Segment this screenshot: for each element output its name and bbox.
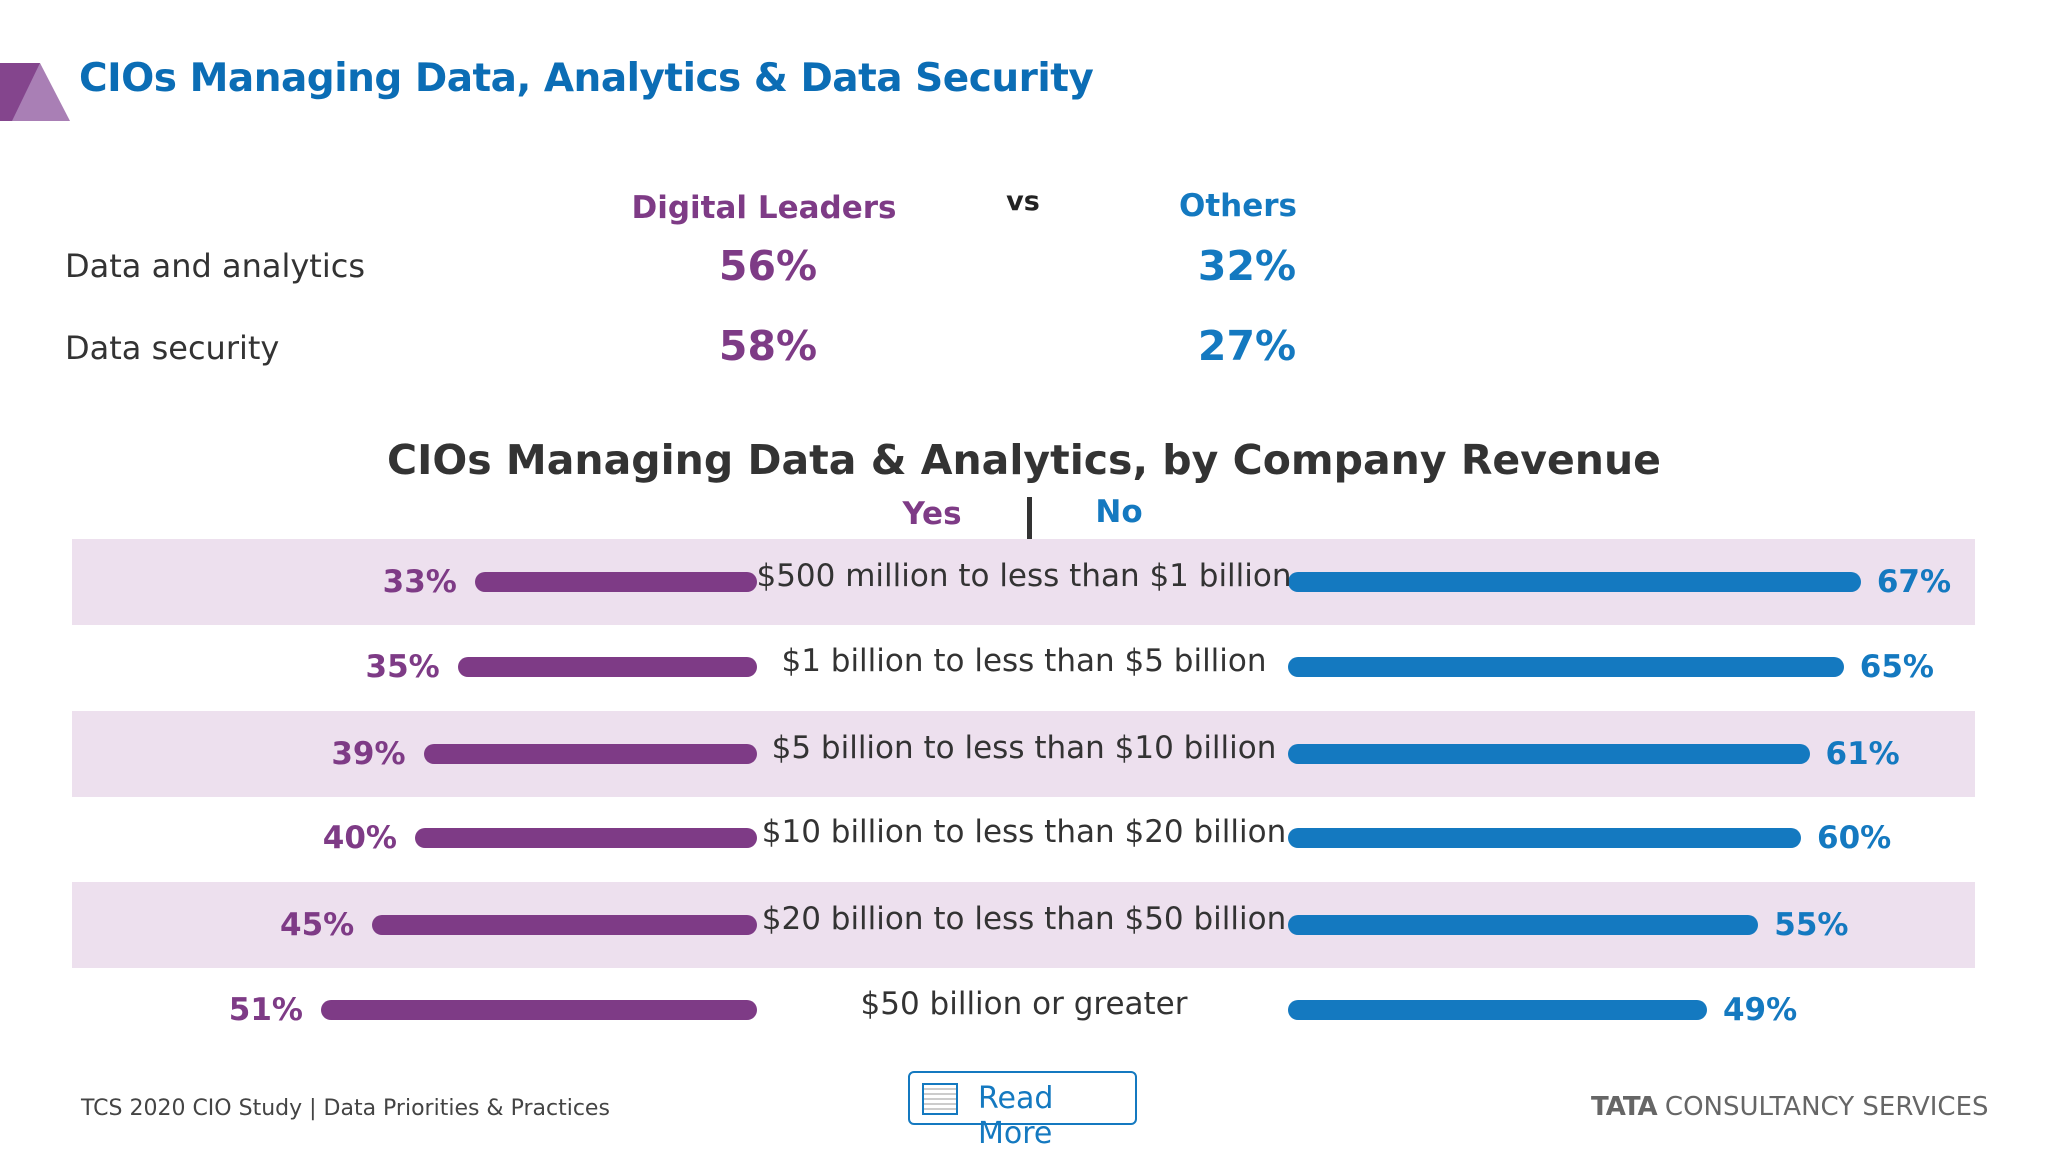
footer-source: TCS 2020 CIO Study | Data Priorities & P… <box>81 1096 610 1121</box>
data-security-others-pct: 27% <box>1197 322 1297 370</box>
bar-yes <box>474 572 757 592</box>
read-more-button[interactable]: Read More <box>908 1071 1137 1151</box>
page-title: CIOs Managing Data, Analytics & Data Sec… <box>79 56 1094 101</box>
tcs-logo: TATA CONSULTANCY SERVICES <box>1591 1092 1989 1122</box>
category-label: $50 billion or greater <box>860 986 1188 1022</box>
row-label-data-security: Data security <box>65 329 280 367</box>
bar-no <box>1288 828 1801 848</box>
bar-yes <box>415 828 757 848</box>
data-label-no: 49% <box>1722 992 1798 1028</box>
data-label-no: 60% <box>1817 820 1892 856</box>
data-label-yes: 45% <box>280 907 355 943</box>
data-label-yes: 33% <box>382 564 457 600</box>
category-label: $1 billion to less than $5 billion <box>781 643 1267 679</box>
document-icon <box>922 1083 958 1115</box>
legend-yes: Yes <box>902 496 962 532</box>
header-vs: vs <box>1006 186 1040 217</box>
data-analytics-others-pct: 32% <box>1197 242 1297 290</box>
bar-yes <box>457 657 757 677</box>
bar-no <box>1288 1000 1707 1020</box>
data-label-yes: 39% <box>331 736 406 772</box>
data-label-yes: 51% <box>228 992 303 1028</box>
data-label-no: 67% <box>1876 564 1952 600</box>
header-digital-leaders: Digital Leaders <box>631 190 897 226</box>
category-label: $5 billion to less than $10 billion <box>771 730 1277 766</box>
row-label-data-analytics: Data and analytics <box>65 247 365 285</box>
data-analytics-leaders-pct: 56% <box>718 242 818 290</box>
brand-tata: TATA <box>1591 1092 1658 1122</box>
bar-no <box>1288 915 1759 935</box>
legend-divider <box>1027 497 1032 539</box>
data-label-no: 65% <box>1859 649 1934 685</box>
logo-decoration <box>0 63 70 121</box>
data-label-yes: 40% <box>322 820 397 856</box>
bar-yes <box>372 915 757 935</box>
data-security-leaders-pct: 58% <box>718 322 818 370</box>
bar-no <box>1288 744 1810 764</box>
bar-no <box>1288 657 1844 677</box>
bar-yes <box>320 1000 757 1020</box>
header-others: Others <box>1178 188 1298 224</box>
category-label: $10 billion to less than $20 billion <box>761 814 1287 850</box>
bar-no <box>1288 572 1861 592</box>
chart-title: CIOs Managing Data & Analytics, by Compa… <box>387 436 1661 484</box>
brand-name: CONSULTANCY SERVICES <box>1656 1092 1989 1122</box>
data-label-no: 61% <box>1825 736 1900 772</box>
data-label-yes: 35% <box>365 649 440 685</box>
data-label-no: 55% <box>1774 907 1849 943</box>
bar-yes <box>423 744 757 764</box>
category-label: $20 billion to less than $50 billion <box>761 901 1287 937</box>
category-label: $500 million to less than $1 billion <box>756 558 1292 594</box>
legend-no: No <box>1095 494 1143 530</box>
read-more-label: Read More <box>978 1081 1054 1151</box>
